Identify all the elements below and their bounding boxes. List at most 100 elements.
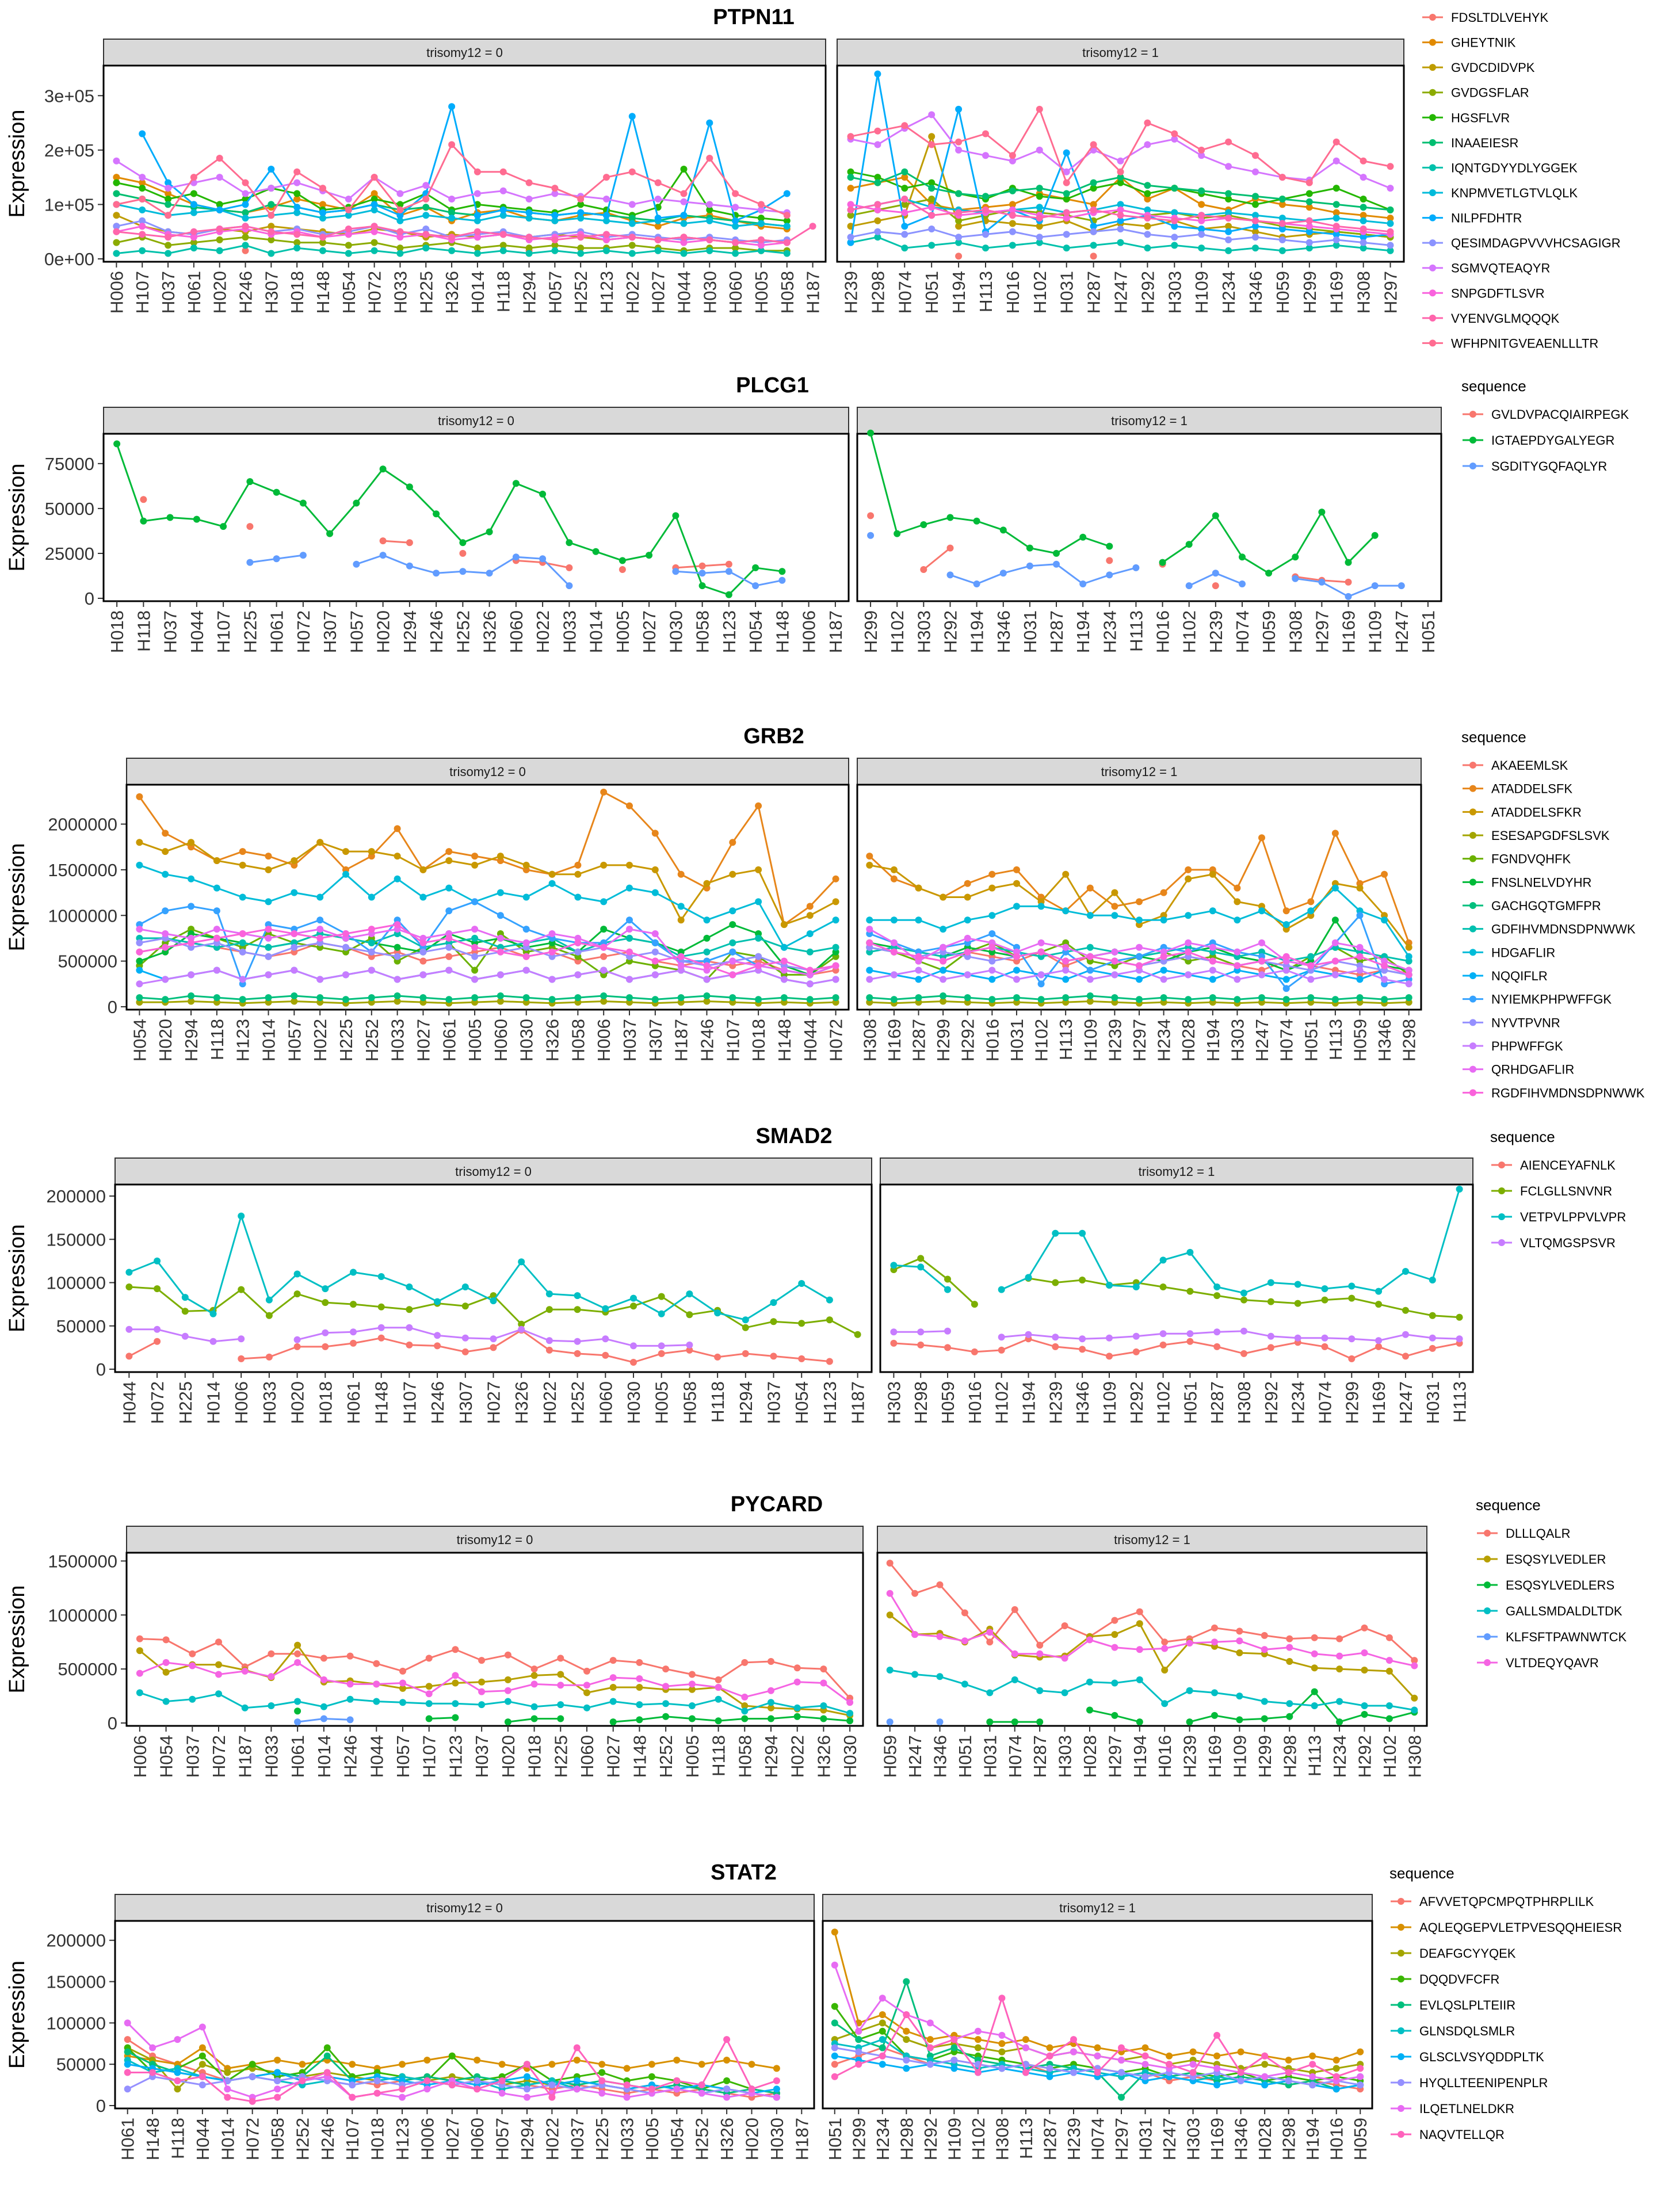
data-point — [154, 1257, 161, 1264]
data-point — [209, 1310, 217, 1317]
data-point — [755, 866, 762, 873]
data-point — [603, 196, 610, 203]
x-tick-label: H031 — [1020, 610, 1040, 653]
legend-key-point — [1469, 808, 1476, 816]
data-point — [242, 215, 249, 222]
data-point — [940, 998, 947, 1005]
x-tick-label: H030 — [840, 1735, 860, 1778]
data-point — [1166, 2061, 1173, 2068]
x-tick-label: H006 — [231, 1381, 251, 1424]
data-point — [729, 948, 736, 956]
data-point — [1171, 217, 1178, 224]
series-dlllqalr — [136, 1635, 854, 1702]
data-point — [1052, 1229, 1059, 1237]
x-tick-label: H234 — [873, 2118, 893, 2160]
data-point — [901, 231, 908, 238]
data-point — [1141, 2061, 1149, 2068]
data-point — [445, 943, 453, 951]
x-tick-label: H033 — [259, 1381, 280, 1424]
data-point — [1159, 1330, 1167, 1338]
data-point — [1213, 2081, 1221, 2089]
data-point — [831, 2061, 838, 2068]
legend-key-point — [1398, 2105, 1404, 2112]
data-point — [1361, 1649, 1368, 1656]
data-point — [165, 190, 172, 197]
data-point — [703, 880, 711, 887]
data-point — [846, 1710, 854, 1717]
data-point — [1333, 209, 1340, 216]
x-tick-label: H016 — [1003, 271, 1023, 314]
data-point — [445, 884, 453, 892]
data-point — [1307, 907, 1315, 915]
data-point — [1236, 1693, 1243, 1700]
series-igtaepdygalyegr — [113, 440, 786, 598]
data-point — [1361, 1667, 1368, 1674]
data-point — [1331, 939, 1339, 946]
data-point — [448, 209, 456, 216]
data-point — [600, 966, 608, 974]
data-point — [831, 2019, 838, 2027]
data-point — [1011, 1718, 1018, 1726]
data-point — [265, 926, 272, 933]
data-point — [1305, 239, 1313, 246]
data-point — [1411, 1657, 1418, 1664]
data-point — [1282, 953, 1290, 960]
data-point — [1009, 242, 1016, 249]
data-point — [703, 998, 711, 1005]
data-point — [525, 250, 533, 257]
data-point — [512, 480, 520, 487]
data-point — [686, 1341, 693, 1348]
x-tick-label: H326 — [511, 1381, 532, 1424]
data-point — [1307, 953, 1315, 960]
data-point — [1141, 2044, 1149, 2051]
data-point — [911, 1671, 919, 1678]
data-point — [448, 234, 456, 241]
data-point — [1061, 1689, 1068, 1697]
data-point — [215, 1638, 222, 1646]
series-naqvtellqr — [124, 2036, 780, 2105]
x-tick-label: H303 — [1227, 1019, 1247, 1061]
data-point — [371, 174, 378, 181]
data-point — [1278, 174, 1286, 181]
x-tick-label: H061 — [343, 1381, 364, 1424]
x-tick-label: H297 — [1105, 1735, 1125, 1778]
legend-item: FGNDVQHFK — [1463, 852, 1571, 866]
data-point — [1356, 943, 1364, 951]
data-point — [342, 930, 349, 937]
legend-item: HDGAFLIR — [1463, 945, 1555, 960]
data-point — [425, 1655, 433, 1662]
data-point — [866, 916, 873, 924]
legend-item: VLTQMGSPSVR — [1491, 1236, 1616, 1250]
data-point — [548, 948, 556, 956]
data-point — [377, 1303, 385, 1311]
data-point — [294, 1707, 301, 1715]
data-point — [915, 976, 922, 983]
legend-key-point — [1398, 2001, 1404, 2008]
data-point — [1261, 1632, 1268, 1639]
data-point — [459, 568, 467, 575]
data-point — [566, 539, 573, 547]
data-point — [1209, 943, 1216, 951]
legend-label: VETPVLPPVLVPR — [1520, 1210, 1626, 1224]
x-tick-label: H118 — [708, 1381, 728, 1423]
legend-item: ILQETLNELDKR — [1391, 2102, 1514, 2116]
data-point — [452, 1672, 459, 1679]
data-point — [445, 953, 453, 960]
series-iqntgdyydlyggek — [113, 242, 791, 257]
data-point — [345, 226, 352, 232]
data-point — [379, 465, 387, 473]
data-point — [316, 994, 324, 1002]
legend-label: IGTAEPDYGALYEGR — [1491, 433, 1614, 448]
data-point — [1234, 976, 1241, 983]
data-point — [940, 966, 947, 974]
data-point — [651, 957, 659, 965]
data-point — [125, 1283, 133, 1290]
data-point — [703, 916, 711, 924]
data-point — [216, 247, 223, 254]
series-line — [923, 547, 951, 571]
x-tick-label: H169 — [1207, 2118, 1227, 2160]
x-tick-label: H060 — [467, 2118, 487, 2160]
x-tick-label: H058 — [679, 1381, 700, 1424]
data-point — [499, 206, 507, 213]
data-point — [274, 2057, 281, 2064]
